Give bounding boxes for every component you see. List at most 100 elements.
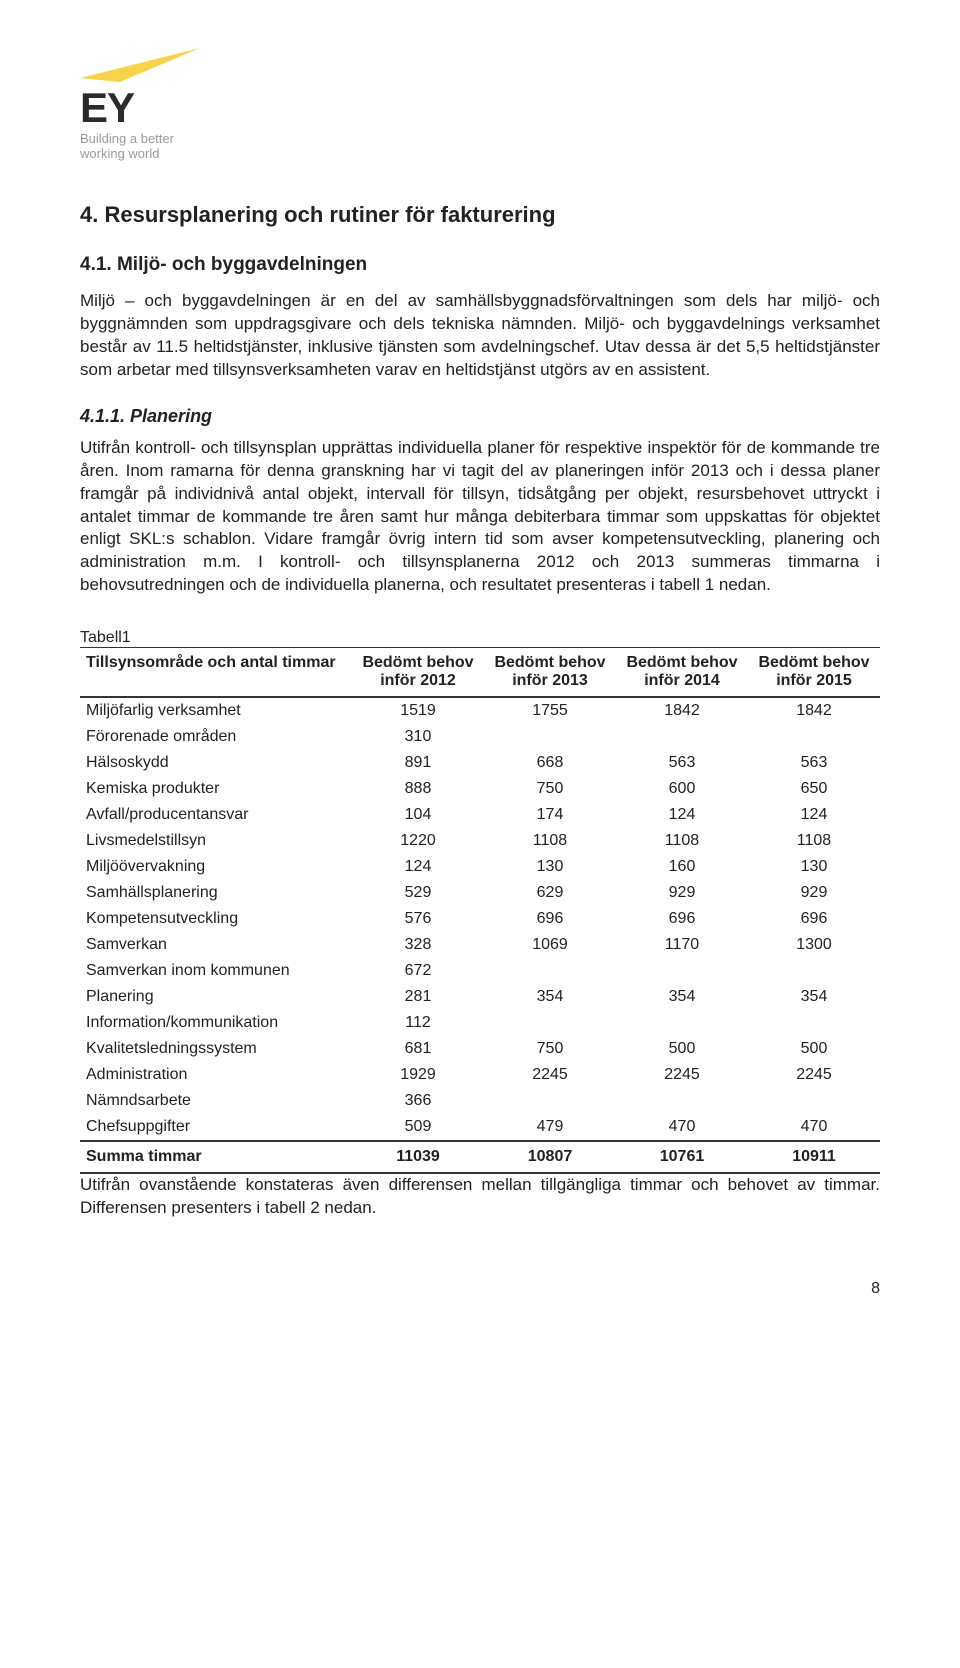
table-header-main: Tillsynsområde och antal timmar (80, 648, 352, 697)
logo-block: EY Building a better working world (80, 48, 880, 162)
row-value: 1929 (352, 1062, 484, 1088)
row-label: Samverkan (80, 932, 352, 958)
subsubsection-title: 4.1.1. Planering (80, 406, 880, 427)
row-value (616, 958, 748, 984)
paragraph-1: Miljö – och byggavdelningen är en del av… (80, 290, 880, 382)
table-row: Planering281354354354 (80, 984, 880, 1010)
row-value: 366 (352, 1088, 484, 1114)
table-row: Samverkan328106911701300 (80, 932, 880, 958)
row-value: 600 (616, 776, 748, 802)
table-row: Hälsoskydd891668563563 (80, 750, 880, 776)
section-title: 4. Resursplanering och rutiner för faktu… (80, 202, 880, 228)
row-value: 328 (352, 932, 484, 958)
ey-swoosh-icon (80, 48, 200, 84)
row-value: 1108 (748, 828, 880, 854)
row-value: 629 (484, 880, 616, 906)
table-sum-row: Summa timmar11039108071076110911 (80, 1141, 880, 1173)
row-value: 104 (352, 802, 484, 828)
paragraph-2: Utifrån kontroll- och tillsynsplan upprä… (80, 437, 880, 598)
row-value: 1108 (484, 828, 616, 854)
row-value (748, 724, 880, 750)
row-label: Miljöfarlig verksamhet (80, 697, 352, 724)
row-value: 750 (484, 776, 616, 802)
row-value (616, 724, 748, 750)
row-label: Administration (80, 1062, 352, 1088)
row-value: 2245 (616, 1062, 748, 1088)
row-value: 354 (616, 984, 748, 1010)
row-value (748, 1088, 880, 1114)
row-value (748, 1010, 880, 1036)
row-label: Miljöövervakning (80, 854, 352, 880)
row-label: Livsmedelstillsyn (80, 828, 352, 854)
row-value: 174 (484, 802, 616, 828)
table-row: Kemiska produkter888750600650 (80, 776, 880, 802)
row-label: Samhällsplanering (80, 880, 352, 906)
row-label: Planering (80, 984, 352, 1010)
row-value: 124 (616, 802, 748, 828)
row-label: Nämndsarbete (80, 1088, 352, 1114)
row-value: 668 (484, 750, 616, 776)
row-value: 1300 (748, 932, 880, 958)
row-value: 1519 (352, 697, 484, 724)
row-value: 500 (748, 1036, 880, 1062)
subsection-title: 4.1. Miljö- och byggavdelningen (80, 254, 880, 276)
row-label: Kemiska produkter (80, 776, 352, 802)
row-value: 470 (748, 1114, 880, 1141)
row-value: 1170 (616, 932, 748, 958)
logo-tagline: Building a better working world (80, 131, 880, 162)
row-value: 696 (616, 906, 748, 932)
row-value (484, 1010, 616, 1036)
row-value (748, 958, 880, 984)
sum-value: 11039 (352, 1141, 484, 1173)
row-label: Kvalitetsledningssystem (80, 1036, 352, 1062)
tagline-line-2: working world (80, 146, 159, 161)
table-row: Förorenade områden310 (80, 724, 880, 750)
row-value: 1108 (616, 828, 748, 854)
row-value: 529 (352, 880, 484, 906)
row-value: 1220 (352, 828, 484, 854)
row-value: 929 (748, 880, 880, 906)
logo-text: EY (80, 89, 880, 127)
sum-label: Summa timmar (80, 1141, 352, 1173)
row-value: 672 (352, 958, 484, 984)
table-header-col-2: Bedömt behov inför 2013 (484, 648, 616, 697)
table-row: Administration1929224522452245 (80, 1062, 880, 1088)
table-row: Kompetensutveckling576696696696 (80, 906, 880, 932)
row-value: 891 (352, 750, 484, 776)
table-label: Tabell1 (80, 629, 880, 648)
row-value: 750 (484, 1036, 616, 1062)
row-label: Chefsuppgifter (80, 1114, 352, 1141)
table-row: Chefsuppgifter509479470470 (80, 1114, 880, 1141)
row-label: Samverkan inom kommunen (80, 958, 352, 984)
table-1: Tillsynsområde och antal timmar Bedömt b… (80, 648, 880, 1174)
table-row: Samhällsplanering529629929929 (80, 880, 880, 906)
table-header-row: Tillsynsområde och antal timmar Bedömt b… (80, 648, 880, 697)
row-label: Förorenade områden (80, 724, 352, 750)
row-value: 130 (748, 854, 880, 880)
logo-letters: EY (80, 84, 134, 131)
table-row: Information/kommunikation112 (80, 1010, 880, 1036)
row-label: Avfall/producentansvar (80, 802, 352, 828)
paragraph-3: Utifrån ovanstående konstateras även dif… (80, 1174, 880, 1220)
row-value: 1069 (484, 932, 616, 958)
row-value (616, 1088, 748, 1114)
table-row: Nämndsarbete366 (80, 1088, 880, 1114)
row-value (484, 724, 616, 750)
row-label: Kompetensutveckling (80, 906, 352, 932)
row-value: 1842 (748, 697, 880, 724)
row-value: 509 (352, 1114, 484, 1141)
table-header-col-3: Bedömt behov inför 2014 (616, 648, 748, 697)
row-value: 124 (748, 802, 880, 828)
row-value: 160 (616, 854, 748, 880)
row-value: 354 (484, 984, 616, 1010)
row-value: 354 (748, 984, 880, 1010)
row-value (484, 958, 616, 984)
row-value: 650 (748, 776, 880, 802)
table-row: Avfall/producentansvar104174124124 (80, 802, 880, 828)
sum-value: 10807 (484, 1141, 616, 1173)
row-value: 2245 (748, 1062, 880, 1088)
row-value: 563 (616, 750, 748, 776)
row-value: 479 (484, 1114, 616, 1141)
table-row: Miljöövervakning124130160130 (80, 854, 880, 880)
row-value: 681 (352, 1036, 484, 1062)
